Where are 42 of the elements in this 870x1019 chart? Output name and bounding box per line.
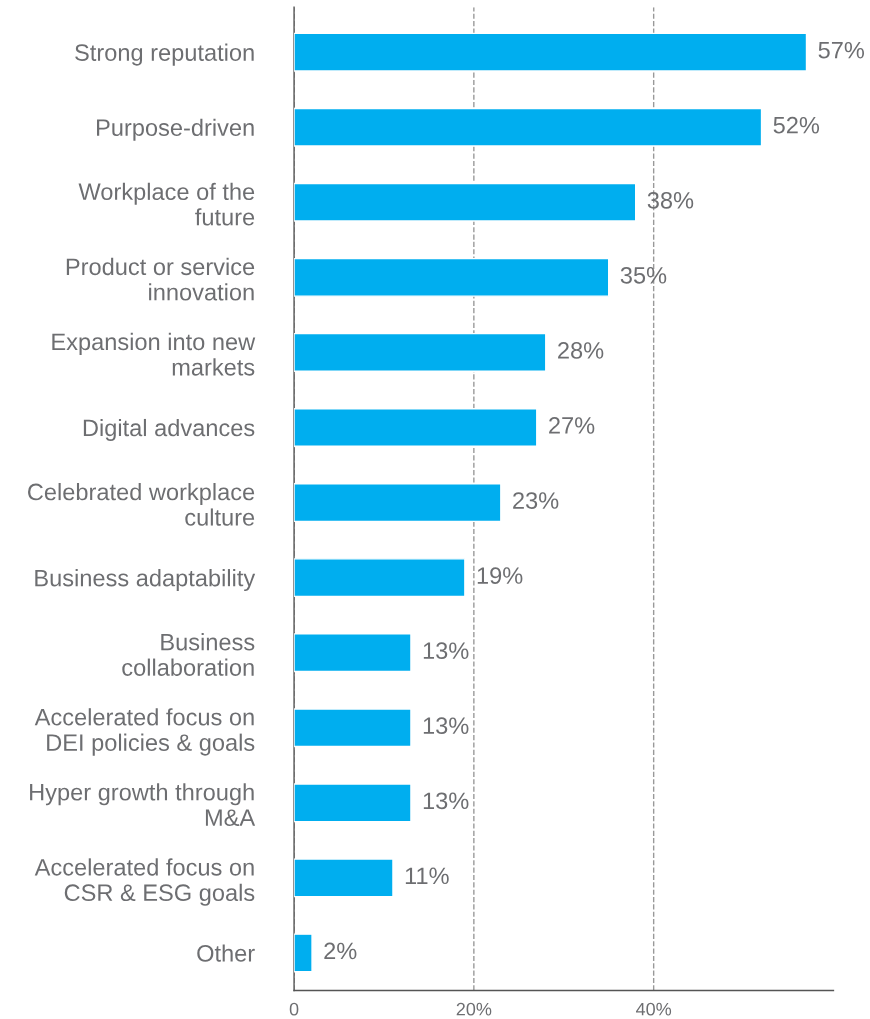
x-tick-label: 0	[289, 1002, 299, 1016]
bar	[294, 933, 313, 973]
y-tick-label: Digital advances	[83, 418, 255, 441]
data-label: 13%	[423, 792, 469, 810]
x-tick-label: 20%	[456, 1002, 492, 1016]
y-tick-label: Workplace of the future	[78, 182, 255, 226]
data-label: 38%	[647, 191, 694, 209]
y-tick-label: Celebrated workplace culture	[28, 482, 255, 526]
data-label: 52%	[773, 116, 820, 134]
data-label: 2%	[324, 942, 357, 960]
bar	[294, 633, 412, 673]
bar	[294, 858, 394, 898]
data-label: 35%	[620, 266, 667, 284]
y-tick-label: Expansion into new markets	[52, 332, 256, 376]
bar	[294, 182, 637, 222]
bar	[294, 408, 538, 447]
y-tick-label: Business adaptability	[35, 569, 256, 592]
y-tick-label: Strong reputation	[75, 43, 254, 66]
bar	[294, 32, 808, 72]
bar	[294, 257, 610, 297]
bar	[294, 483, 502, 523]
y-tick-label: Other	[197, 944, 255, 962]
bar	[294, 107, 763, 147]
bar	[294, 332, 547, 372]
data-label: 13%	[423, 717, 469, 735]
bar	[294, 783, 412, 823]
bar	[294, 558, 466, 598]
x-tick-label: 40%	[636, 1002, 672, 1016]
data-label: 13%	[423, 642, 469, 660]
data-label: 19%	[477, 567, 523, 584]
bar	[294, 708, 412, 748]
data-label: 27%	[549, 417, 595, 434]
data-label: 28%	[558, 342, 604, 359]
data-label: 23%	[513, 492, 559, 509]
data-label: 57%	[818, 41, 865, 59]
y-tick-label: Business collaboration	[122, 633, 255, 676]
y-tick-label: Accelerated focus on CSR & ESG goals	[34, 858, 255, 906]
y-tick-label: Product or service innovation	[66, 257, 255, 301]
data-label: 11%	[405, 867, 449, 885]
y-tick-label: Hyper growth through M&A	[30, 783, 256, 827]
y-tick-label: Accelerated focus on DEI policies & goals	[34, 708, 255, 756]
y-tick-label: Purpose-driven	[97, 118, 254, 141]
